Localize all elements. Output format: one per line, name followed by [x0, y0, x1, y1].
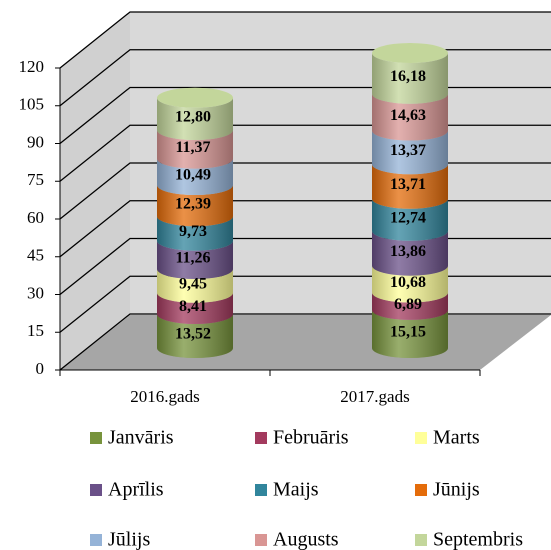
legend-swatch: [255, 534, 267, 546]
bars: [157, 43, 448, 359]
data-label: 16,18: [390, 68, 426, 85]
data-label: 13,37: [390, 142, 426, 159]
data-label: 13,86: [390, 243, 426, 260]
data-label: 12,80: [175, 109, 211, 126]
data-label: 13,52: [175, 326, 211, 343]
y-tick-label: 120: [19, 57, 45, 76]
cylinder-top: [372, 43, 448, 64]
y-tick-label: 0: [36, 359, 45, 378]
cylinder-top: [157, 87, 233, 108]
legend-swatch: [255, 484, 267, 496]
legend-swatch: [415, 432, 427, 444]
data-label: 8,41: [179, 298, 207, 315]
legend-swatch: [90, 484, 102, 496]
legend-swatch: [90, 432, 102, 444]
y-tick-label: 45: [27, 246, 44, 265]
legend-label: Augusts: [273, 529, 339, 550]
data-label: 10,49: [175, 166, 211, 183]
legend-label: Jūnijs: [433, 479, 480, 501]
x-tick-label: 2017.gads: [340, 387, 409, 406]
legend-swatch: [90, 534, 102, 546]
data-label: 6,89: [394, 296, 422, 313]
data-label: 11,26: [175, 250, 210, 267]
data-label: 12,39: [175, 195, 211, 212]
data-label: 15,15: [390, 324, 426, 341]
grid-line: [59, 11, 551, 69]
legend-swatch: [255, 432, 267, 444]
data-label: 12,74: [390, 209, 426, 226]
legend-swatch: [415, 534, 427, 546]
legend-label: Janvāris: [108, 427, 174, 449]
legend-label: Jūlijs: [108, 529, 150, 550]
legend-label: Septembris: [433, 529, 523, 550]
floor: [60, 315, 551, 370]
legend-swatch: [415, 484, 427, 496]
data-label: 14,63: [390, 107, 426, 124]
y-tick-label: 30: [27, 283, 44, 302]
data-label: 9,73: [179, 223, 207, 240]
cylinder-shade: [372, 53, 448, 359]
y-tick-label: 15: [27, 321, 44, 340]
y-tick-label: 90: [27, 132, 44, 151]
data-label: 9,45: [179, 276, 207, 293]
y-tick-label: 60: [27, 208, 44, 227]
labels: 0 15 30 45 60 75 90 105 120 2016.gads 13,52 8,41 9,4…: [19, 57, 524, 550]
y-tick-label: 105: [19, 95, 45, 114]
legend-label: Marts: [433, 427, 480, 449]
y-tick-label: 75: [27, 170, 44, 189]
legend-label: Aprīlis: [108, 479, 164, 501]
x-tick-label: 2016.gads: [130, 387, 199, 406]
data-label: 11,37: [175, 139, 210, 156]
legend-label: Maijs: [273, 479, 319, 501]
legend-label: Februāris: [273, 427, 349, 449]
cylinder-shade: [157, 97, 233, 358]
data-label: 10,68: [390, 274, 426, 291]
data-label: 13,71: [390, 176, 426, 193]
